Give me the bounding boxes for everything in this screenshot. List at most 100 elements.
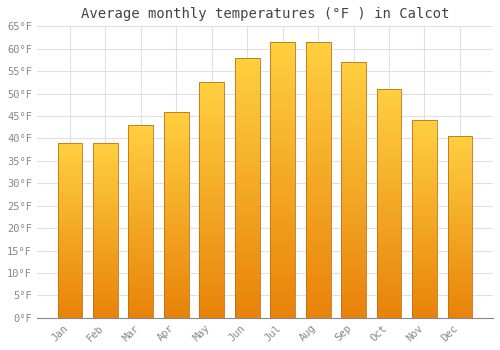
Bar bbox=[448, 293, 472, 295]
Bar bbox=[164, 112, 188, 114]
Bar bbox=[58, 239, 82, 241]
Bar bbox=[341, 97, 366, 100]
Bar bbox=[164, 246, 188, 248]
Bar bbox=[306, 94, 330, 97]
Bar bbox=[341, 88, 366, 91]
Bar bbox=[164, 184, 188, 186]
Bar bbox=[306, 76, 330, 80]
Bar bbox=[200, 280, 224, 282]
Bar bbox=[164, 225, 188, 228]
Bar bbox=[200, 174, 224, 176]
Bar bbox=[235, 152, 260, 155]
Bar bbox=[93, 165, 118, 167]
Bar bbox=[93, 263, 118, 265]
Bar bbox=[448, 154, 472, 156]
Bar bbox=[93, 270, 118, 272]
Bar bbox=[235, 256, 260, 259]
Bar bbox=[341, 148, 366, 152]
Bar bbox=[306, 114, 330, 118]
Bar bbox=[341, 62, 366, 318]
Bar bbox=[341, 184, 366, 187]
Bar bbox=[270, 146, 295, 149]
Bar bbox=[448, 195, 472, 197]
Bar bbox=[412, 315, 437, 318]
Bar bbox=[235, 181, 260, 184]
Bar bbox=[270, 294, 295, 297]
Bar bbox=[235, 168, 260, 172]
Bar bbox=[306, 111, 330, 114]
Bar bbox=[412, 234, 437, 237]
Bar bbox=[164, 124, 188, 127]
Bar bbox=[341, 123, 366, 126]
Bar bbox=[341, 203, 366, 206]
Bar bbox=[270, 42, 295, 46]
Bar bbox=[412, 125, 437, 128]
Bar bbox=[306, 208, 330, 211]
Bar bbox=[376, 166, 402, 169]
Bar bbox=[270, 83, 295, 87]
Bar bbox=[448, 191, 472, 193]
Bar bbox=[235, 250, 260, 253]
Bar bbox=[93, 233, 118, 235]
Bar bbox=[235, 155, 260, 159]
Bar bbox=[164, 194, 188, 197]
Bar bbox=[270, 190, 295, 194]
Bar bbox=[341, 107, 366, 110]
Bar bbox=[306, 83, 330, 87]
Bar bbox=[128, 149, 154, 152]
Bar bbox=[128, 236, 154, 238]
Bar bbox=[164, 243, 188, 246]
Bar bbox=[376, 244, 402, 246]
Bar bbox=[306, 301, 330, 304]
Bar bbox=[235, 305, 260, 308]
Bar bbox=[376, 172, 402, 175]
Bar bbox=[376, 192, 402, 195]
Bar bbox=[235, 246, 260, 250]
Bar bbox=[235, 243, 260, 246]
Bar bbox=[235, 84, 260, 87]
Bar bbox=[412, 195, 437, 197]
Bar bbox=[164, 284, 188, 287]
Bar bbox=[270, 259, 295, 263]
Bar bbox=[270, 139, 295, 142]
Bar bbox=[412, 281, 437, 283]
Bar bbox=[306, 252, 330, 256]
Bar bbox=[412, 226, 437, 229]
Bar bbox=[235, 90, 260, 93]
Bar bbox=[412, 209, 437, 212]
Bar bbox=[448, 204, 472, 206]
Bar bbox=[270, 100, 295, 104]
Bar bbox=[58, 259, 82, 261]
Bar bbox=[235, 61, 260, 64]
Bar bbox=[200, 85, 224, 88]
Bar bbox=[128, 125, 154, 127]
Bar bbox=[341, 206, 366, 209]
Bar bbox=[235, 87, 260, 90]
Bar bbox=[235, 119, 260, 123]
Bar bbox=[58, 163, 82, 165]
Bar bbox=[376, 189, 402, 192]
Bar bbox=[200, 215, 224, 218]
Bar bbox=[200, 271, 224, 274]
Bar bbox=[58, 176, 82, 178]
Bar bbox=[412, 254, 437, 256]
Bar bbox=[200, 165, 224, 168]
Bar bbox=[164, 276, 188, 279]
Bar bbox=[164, 207, 188, 210]
Bar bbox=[376, 198, 402, 201]
Bar bbox=[164, 168, 188, 171]
Bar bbox=[448, 150, 472, 152]
Bar bbox=[235, 110, 260, 113]
Bar bbox=[128, 231, 154, 233]
Bar bbox=[448, 316, 472, 318]
Bar bbox=[270, 149, 295, 152]
Bar bbox=[58, 228, 82, 230]
Bar bbox=[412, 120, 437, 123]
Bar bbox=[128, 159, 154, 161]
Bar bbox=[412, 160, 437, 162]
Bar bbox=[58, 250, 82, 252]
Bar bbox=[235, 80, 260, 84]
Bar bbox=[200, 221, 224, 224]
Bar bbox=[412, 120, 437, 318]
Bar bbox=[58, 314, 82, 316]
